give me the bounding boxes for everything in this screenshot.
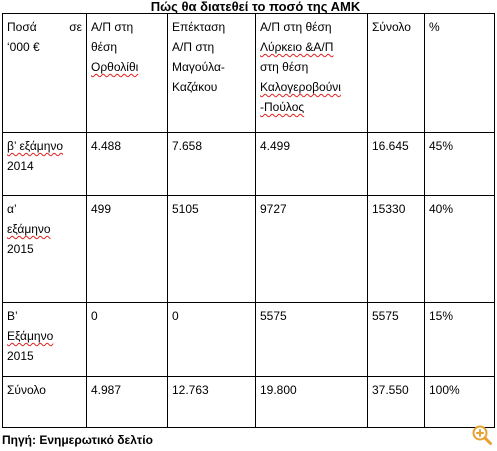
row-value-total: 15330 [367,195,425,303]
source-note: Πηγή: Ενημερωτικό δελτίο [2,433,153,447]
row-value-total: 5575 [367,302,425,377]
table-header-row: Ποσά σε ‘000 € Α/Π στη θέση Ορθολίθι Επέ… [2,13,495,133]
row-label-line1: β’ εξάμηνο [7,139,64,153]
row-label-line2: εξάμηνο [7,222,51,236]
header-cell-lyrkeio: Α/Π στη θέση Λύρκειο &Α/Π στη θέση Καλογ… [255,13,368,133]
row-value-magoula: 5105 [167,195,256,303]
header-magoula-line4: Καζάκου [172,80,218,94]
row-label-line3: 2015 [7,242,34,256]
row-label-line3: 2015 [7,349,34,363]
header-ortholithi-line1: Α/Π στη [91,20,134,34]
row-label-line2: 2014 [7,159,34,173]
row-label-cell: Β’ Εξάμηνο 2015 [2,302,87,377]
row-value-percent: 45% [424,132,495,196]
row-value-percent: 40% [424,195,495,303]
total-value-lyrkeio: 19.800 [255,376,368,428]
total-value-total: 37.550 [367,376,425,428]
row-value-total: 16.645 [367,132,425,196]
header-cell-total: Σύνολο [367,13,425,133]
row-label-cell: α’ εξάμηνο 2015 [2,195,87,303]
header-ortholithi-line2: θέση [91,40,118,54]
row-label-line2: Εξάμηνο [7,329,54,343]
row-label-cell: β’ εξάμηνο 2014 [2,132,87,196]
header-lyrkeio-line3: στη θέση [260,60,309,74]
row-value-lyrkeio: 5575 [255,302,368,377]
header-magoula-line3: Μαγούλα- [172,60,225,74]
total-value-percent: 100% [424,376,495,428]
total-label-cell: Σύνολο [2,376,87,428]
row-value-ortholithi: 499 [86,195,168,303]
header-lyrkeio-line2: Λύρκειο &Α/Π [260,40,334,54]
row-label-line1: α’ [7,202,17,216]
header-ortholithi-line3: Ορθολίθι [91,60,139,74]
table-total-row: Σύνολο 4.987 12.763 19.800 37.550 100% [2,376,495,428]
row-value-ortholithi: 0 [86,302,168,377]
header-cell-ortholithi: Α/Π στη θέση Ορθολίθι [86,13,168,133]
table-row: Β’ Εξάμηνο 2015 0 0 5575 5575 15% [2,302,495,377]
header-lyrkeio-line1: Α/Π στη θέση [260,20,332,34]
total-value-ortholithi: 4.987 [86,376,168,428]
table-row: α’ εξάμηνο 2015 499 5105 9727 15330 40% [2,195,495,303]
row-label-line1: Β’ [7,309,18,323]
table-title: Πώς θα διατεθεί το ποσό της ΑΜΚ [150,0,361,14]
header-lyrkeio-line5: -Πούλος [260,100,305,114]
total-value-magoula: 12.763 [167,376,256,428]
header-lyrkeio-line4: Καλογεροβούνι [260,80,341,94]
header-units-line1: Ποσά σε [7,20,82,34]
amk-allocation-table: Ποσά σε ‘000 € Α/Π στη θέση Ορθολίθι Επέ… [2,13,495,428]
header-cell-units: Ποσά σε ‘000 € [2,13,87,133]
header-magoula-line1: Επέκταση [172,20,226,34]
header-units-line2: ‘000 € [7,40,40,54]
row-value-magoula: 0 [167,302,256,377]
row-value-percent: 15% [424,302,495,377]
header-magoula-line2: Α/Π στη [172,40,215,54]
row-value-magoula: 7.658 [167,132,256,196]
header-cell-percent: % [424,13,495,133]
row-value-lyrkeio: 4.499 [255,132,368,196]
table-row: β’ εξάμηνο 2014 4.488 7.658 4.499 16.645… [2,132,495,196]
row-value-lyrkeio: 9727 [255,195,368,303]
zoom-in-icon[interactable] [471,424,493,446]
header-cell-magoula: Επέκταση Α/Π στη Μαγούλα- Καζάκου [167,13,256,133]
row-value-ortholithi: 4.488 [86,132,168,196]
